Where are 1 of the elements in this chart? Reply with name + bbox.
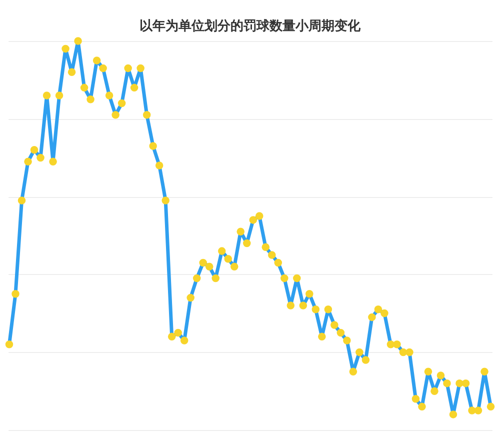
chart-title: 以年为单位划分的罚球数量小周期变化 (140, 18, 362, 34)
